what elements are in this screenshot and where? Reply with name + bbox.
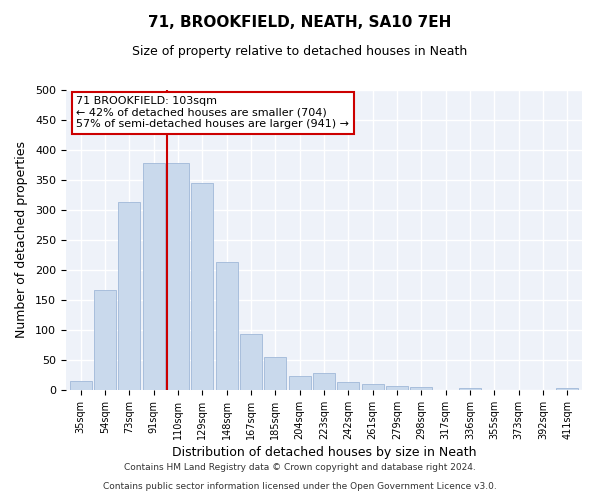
Text: Contains public sector information licensed under the Open Government Licence v3: Contains public sector information licen… [103, 482, 497, 491]
Bar [94, 290, 116, 390]
Text: 71, BROOKFIELD, NEATH, SA10 7EH: 71, BROOKFIELD, NEATH, SA10 7EH [148, 15, 452, 30]
Text: Size of property relative to detached houses in Neath: Size of property relative to detached ho… [133, 45, 467, 58]
Bar [386, 386, 408, 390]
Bar [410, 387, 433, 390]
Text: Contains HM Land Registry data © Crown copyright and database right 2024.: Contains HM Land Registry data © Crown c… [124, 464, 476, 472]
Bar [313, 373, 335, 390]
Bar [265, 357, 286, 390]
Bar [215, 262, 238, 390]
Bar [362, 384, 383, 390]
Bar [143, 163, 164, 390]
Bar [118, 202, 140, 390]
Y-axis label: Number of detached properties: Number of detached properties [15, 142, 28, 338]
X-axis label: Distribution of detached houses by size in Neath: Distribution of detached houses by size … [172, 446, 476, 459]
Bar [167, 163, 189, 390]
Bar [337, 382, 359, 390]
Text: 71 BROOKFIELD: 103sqm
← 42% of detached houses are smaller (704)
57% of semi-det: 71 BROOKFIELD: 103sqm ← 42% of detached … [76, 96, 349, 129]
Bar [191, 183, 213, 390]
Bar [459, 388, 481, 390]
Bar [556, 388, 578, 390]
Bar [240, 334, 262, 390]
Bar [289, 376, 311, 390]
Bar [70, 381, 92, 390]
